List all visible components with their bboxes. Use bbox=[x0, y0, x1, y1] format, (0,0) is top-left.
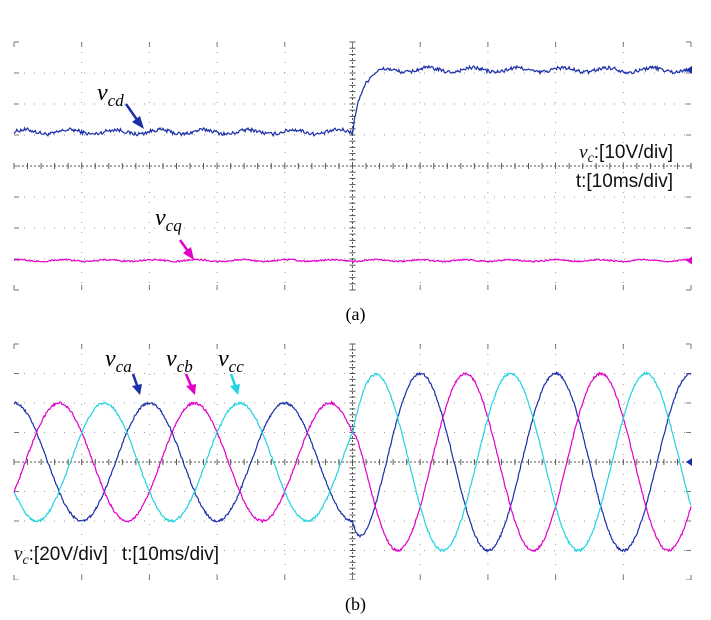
marker-b-ground bbox=[686, 458, 692, 466]
traces-b bbox=[13, 371, 692, 553]
scale-a-time: t:[10ms/div] bbox=[576, 171, 673, 192]
scale-b: vc:[20V/div] t:[10ms/div] bbox=[14, 544, 219, 568]
caption-a: (a) bbox=[345, 304, 366, 324]
vca-arrowhead bbox=[132, 384, 142, 395]
vcc-label: vcc bbox=[218, 346, 244, 376]
chart-panel-b: vca vcb vcc vc:[20V/div] t:[10ms/div] bbox=[0, 330, 711, 580]
vcc-arrowhead bbox=[230, 384, 240, 395]
grid-b bbox=[13, 343, 692, 580]
vcq-arrowhead bbox=[183, 247, 194, 260]
vca-label: vca bbox=[105, 346, 132, 376]
chart-b-svg: vca vcb vcc vc:[20V/div] t:[10ms/div] bbox=[13, 343, 692, 580]
caption-b: (b) bbox=[345, 594, 366, 614]
grid-a bbox=[13, 41, 692, 291]
traces-a bbox=[13, 64, 692, 265]
vcq-label: vcq bbox=[155, 205, 182, 235]
chart-a-svg: vcd vcq vc:[10V/div] t:[10ms/div] bbox=[13, 41, 692, 291]
trace-vcc bbox=[13, 371, 692, 553]
trace-vcq bbox=[13, 258, 692, 264]
vcd-label: vcd bbox=[97, 80, 124, 110]
vcb-arrowhead bbox=[186, 384, 196, 395]
marker-vcd bbox=[686, 65, 692, 74]
vcd-arrowhead bbox=[132, 116, 144, 129]
vcb-label: vcb bbox=[166, 346, 193, 376]
scale-a-voltage: vc:[10V/div] bbox=[579, 142, 673, 166]
marker-vcq bbox=[686, 256, 692, 265]
chart-panel-a: vcd vcq vc:[10V/div] t:[10ms/div] bbox=[0, 0, 711, 300]
trace-vcd bbox=[13, 64, 692, 138]
